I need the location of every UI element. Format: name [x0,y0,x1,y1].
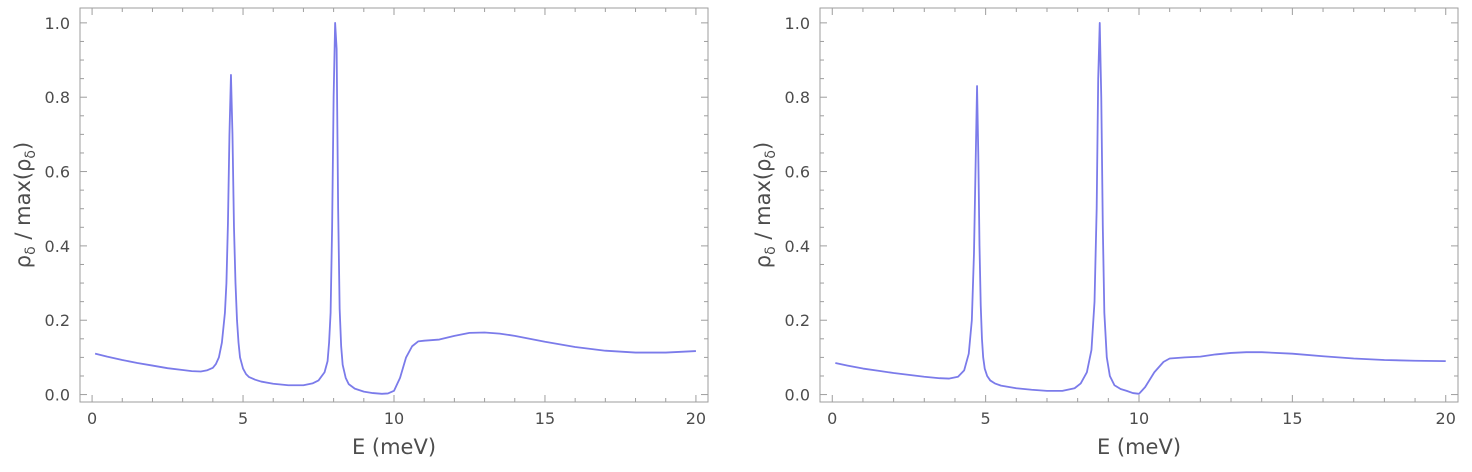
x-axis-label: E (meV) [1097,435,1181,459]
y-tick-label: 1.0 [45,14,70,33]
x-tick-label: 10 [384,409,404,428]
left-chart: 0 5 10 15 20 0.0 0.2 0.4 0.6 0.8 1.0 E (meV) ρδ / ma… [11,7,709,459]
right-chart: 0 5 10 15 20 0.0 0.2 0.4 0.6 0.8 1.0 E (meV) ρδ / ma… [751,7,1459,459]
series-line [835,21,1446,395]
x-tick-label: 20 [1436,409,1456,428]
plot-frame [79,7,709,403]
y-tick-label: 0.4 [785,237,810,256]
x-tick-label: 5 [238,409,248,428]
x-axis-label: E (meV) [352,435,436,459]
right-chart-panel: 0 5 10 15 20 0.0 0.2 0.4 0.6 0.8 1.0 E (meV) ρδ / ma… [750,0,1472,472]
series-line [94,21,696,395]
x-tick-label: 15 [1282,409,1302,428]
y-tick-label: 1.0 [785,14,810,33]
y-tick-label: 0.6 [785,163,810,182]
y-axis-label: ρδ / max(ρδ) [11,142,39,268]
x-tick-label: 20 [686,409,706,428]
left-chart-panel: 0 5 10 15 20 0.0 0.2 0.4 0.6 0.8 1.0 E (meV) ρδ / ma… [11,7,709,459]
x-tick-label: 0 [87,409,97,428]
x-tick-label: 15 [535,409,555,428]
y-axis-label: ρδ / max(ρδ) [751,142,779,268]
y-tick-label: 0.6 [45,163,70,182]
y-tick-label: 0.2 [45,311,70,330]
plot-frame [819,7,1459,403]
y-tick-label: 0.8 [45,88,70,107]
y-tick-label: 0.0 [785,386,810,405]
x-tick-label: 10 [1129,409,1149,428]
y-tick-label: 0.2 [785,311,810,330]
x-tick-label: 5 [981,409,991,428]
y-tick-label: 0.8 [785,88,810,107]
y-tick-label: 0.4 [45,237,70,256]
x-tick-label: 0 [827,409,837,428]
y-tick-label: 0.0 [45,386,70,405]
